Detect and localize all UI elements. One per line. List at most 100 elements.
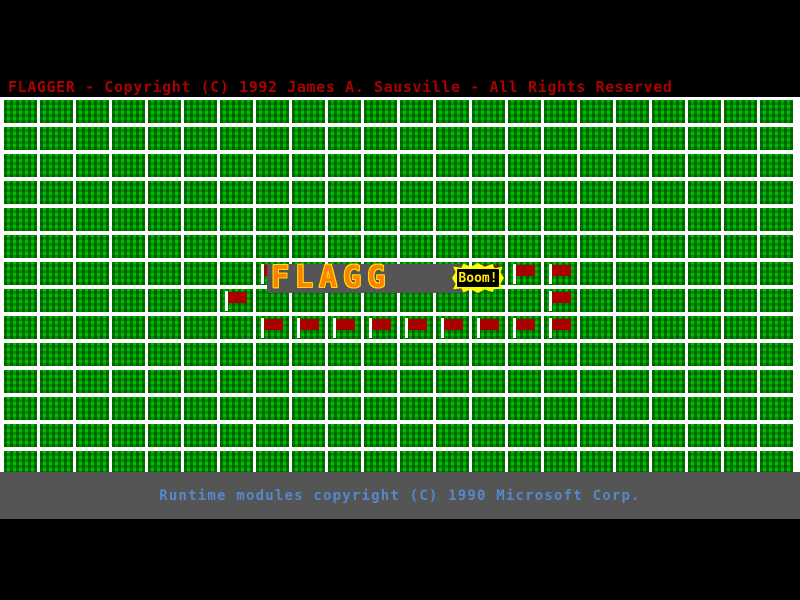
board-tile[interactable] [220,181,253,204]
board-tile[interactable] [292,343,325,366]
board-tile[interactable] [292,424,325,447]
board-tile[interactable] [328,424,361,447]
board-tile[interactable] [724,343,757,366]
board-tile[interactable] [292,181,325,204]
board-tile[interactable] [328,316,361,339]
board-tile[interactable] [760,451,793,472]
board-tile[interactable] [652,235,685,258]
board-tile[interactable] [40,235,73,258]
board-tile[interactable] [544,208,577,231]
board-tile[interactable] [76,262,109,285]
board-tile[interactable] [220,397,253,420]
board-tile[interactable] [472,181,505,204]
board-tile[interactable] [220,262,253,285]
board-tile[interactable] [400,127,433,150]
board-tile[interactable] [112,262,145,285]
board-tile[interactable] [76,181,109,204]
board-tile[interactable] [292,370,325,393]
board-tile[interactable] [580,127,613,150]
board-tile[interactable] [112,451,145,472]
board-tile[interactable] [40,181,73,204]
board-tile[interactable] [760,262,793,285]
board-tile[interactable] [544,181,577,204]
board-tile[interactable] [544,262,577,285]
board-tile[interactable] [4,127,37,150]
board-tile[interactable] [148,316,181,339]
board-tile[interactable] [220,127,253,150]
board-tile[interactable] [652,424,685,447]
board-tile[interactable] [184,343,217,366]
board-tile[interactable] [112,370,145,393]
board-tile[interactable] [760,181,793,204]
board-tile[interactable] [292,154,325,177]
board-tile[interactable] [652,208,685,231]
board-tile[interactable] [544,127,577,150]
board-tile[interactable] [4,235,37,258]
board-tile[interactable] [472,397,505,420]
board-tile[interactable] [256,289,289,312]
board-tile[interactable] [4,262,37,285]
board-tile[interactable] [544,424,577,447]
board-tile[interactable] [256,370,289,393]
board-tile[interactable] [112,397,145,420]
board-tile[interactable] [652,316,685,339]
board-tile[interactable] [688,154,721,177]
board-tile[interactable] [580,154,613,177]
board-tile[interactable] [76,370,109,393]
board-tile[interactable] [400,397,433,420]
board-tile[interactable] [616,451,649,472]
board-tile[interactable] [724,262,757,285]
board-tile[interactable] [400,100,433,123]
board-tile[interactable] [292,235,325,258]
board-tile[interactable] [544,316,577,339]
board-tile[interactable] [364,181,397,204]
board-tile[interactable] [220,370,253,393]
board-tile[interactable] [688,316,721,339]
board-tile[interactable] [256,343,289,366]
board-tile[interactable] [616,262,649,285]
board-tile[interactable] [292,316,325,339]
board-tile[interactable] [40,316,73,339]
board-tile[interactable] [112,289,145,312]
board-tile[interactable] [616,154,649,177]
board-tile[interactable] [328,235,361,258]
board-tile[interactable] [436,127,469,150]
board-tile[interactable] [544,154,577,177]
board-tile[interactable] [4,316,37,339]
board-tile[interactable] [580,343,613,366]
board-tile[interactable] [364,127,397,150]
board-tile[interactable] [256,127,289,150]
board-tile[interactable] [292,100,325,123]
board-tile[interactable] [400,451,433,472]
board-tile[interactable] [616,343,649,366]
board-tile[interactable] [184,181,217,204]
board-tile[interactable] [472,451,505,472]
board-tile[interactable] [508,100,541,123]
board-tile[interactable] [436,370,469,393]
board-tile[interactable] [508,154,541,177]
board-tile[interactable] [580,424,613,447]
board-tile[interactable] [148,235,181,258]
board-tile[interactable] [4,154,37,177]
board-tile[interactable] [4,289,37,312]
board-tile[interactable] [400,208,433,231]
board-tile[interactable] [688,370,721,393]
board-tile[interactable] [40,397,73,420]
board-tile[interactable] [256,316,289,339]
board-tile[interactable] [400,343,433,366]
board-tile[interactable] [724,127,757,150]
board-tile[interactable] [400,289,433,312]
board-tile[interactable] [724,235,757,258]
board-tile[interactable] [436,289,469,312]
board-tile[interactable] [652,370,685,393]
board-tile[interactable] [508,289,541,312]
board-tile[interactable] [148,451,181,472]
board-tile[interactable] [256,181,289,204]
board-tile[interactable] [652,397,685,420]
board-tile[interactable] [472,208,505,231]
board-tile[interactable] [508,181,541,204]
board-tile[interactable] [220,451,253,472]
board-tile[interactable] [112,316,145,339]
board-tile[interactable] [472,127,505,150]
board-tile[interactable] [148,208,181,231]
